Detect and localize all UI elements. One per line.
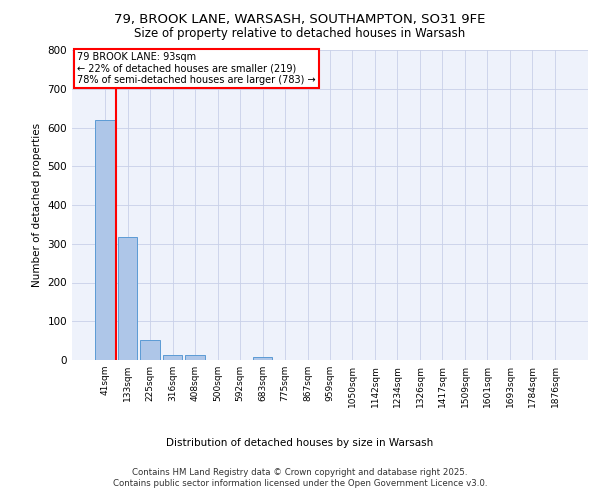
Y-axis label: Number of detached properties: Number of detached properties [32,123,42,287]
Bar [253,357,272,360]
Text: Distribution of detached houses by size in Warsash: Distribution of detached houses by size … [166,438,434,448]
Text: 79 BROOK LANE: 93sqm
← 22% of detached houses are smaller (219)
78% of semi-deta: 79 BROOK LANE: 93sqm ← 22% of detached h… [77,52,316,84]
Text: 79, BROOK LANE, WARSASH, SOUTHAMPTON, SO31 9FE: 79, BROOK LANE, WARSASH, SOUTHAMPTON, SO… [115,12,485,26]
Bar [140,340,160,360]
Text: Contains HM Land Registry data © Crown copyright and database right 2025.
Contai: Contains HM Land Registry data © Crown c… [113,468,487,487]
Text: Size of property relative to detached houses in Warsash: Size of property relative to detached ho… [134,28,466,40]
Bar [95,120,115,360]
Bar [118,237,137,360]
Bar [163,355,182,360]
Bar [185,356,205,360]
